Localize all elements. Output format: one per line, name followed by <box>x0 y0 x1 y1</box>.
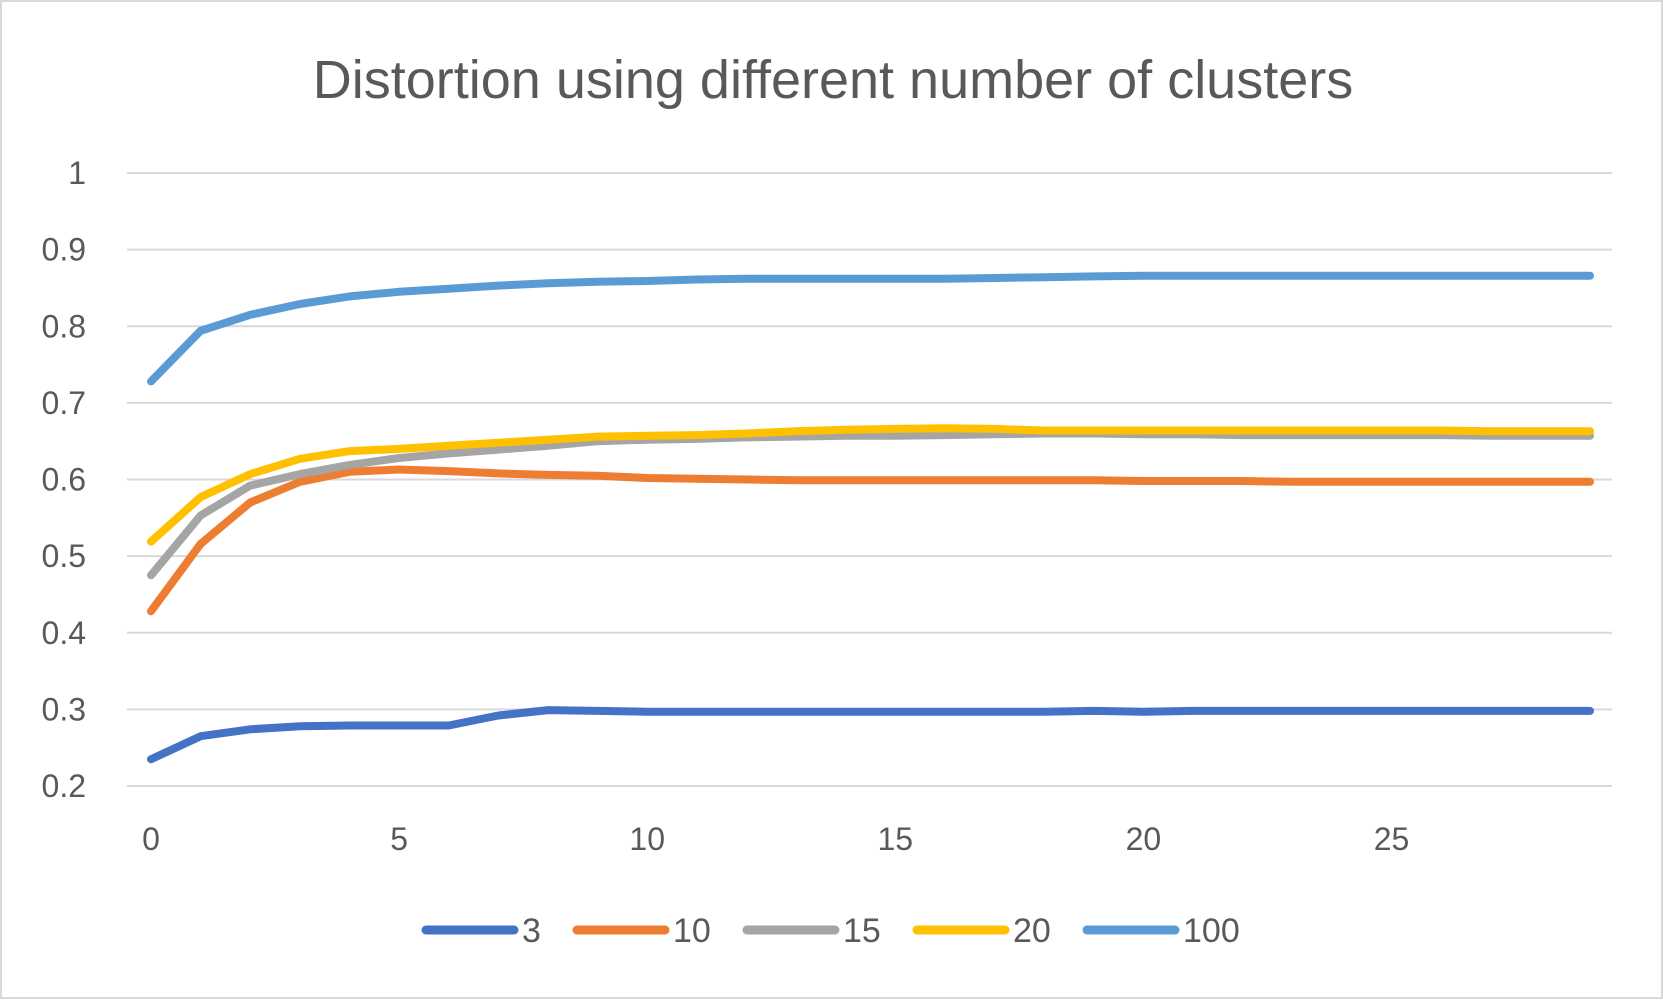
legend-item-20: 20 <box>912 912 1051 950</box>
legend-label: 10 <box>673 912 711 950</box>
y-tick-label: 1 <box>68 155 86 191</box>
series-lines <box>147 271 1594 764</box>
series-line-20 <box>147 424 1594 546</box>
legend: 3 10 15 20 100 <box>421 912 1240 950</box>
legend-item-10: 10 <box>572 912 711 950</box>
y-axis-tick-labels: 0.2 0.3 0.4 0.5 0.6 0.7 0.8 0.9 1 <box>42 155 86 804</box>
y-tick-label: 0.4 <box>42 615 86 651</box>
y-tick-label: 0.2 <box>42 768 86 804</box>
series-line-100 <box>147 271 1594 386</box>
legend-label: 15 <box>843 912 881 950</box>
legend-label: 100 <box>1183 912 1240 950</box>
x-tick-label: 25 <box>1374 821 1410 857</box>
series-line-3 <box>147 706 1594 764</box>
y-tick-label: 0.5 <box>42 538 86 574</box>
series-line-15 <box>147 429 1594 580</box>
legend-item-100: 100 <box>1082 912 1240 950</box>
x-tick-label: 20 <box>1126 821 1162 857</box>
x-tick-label: 0 <box>142 821 160 857</box>
legend-label: 3 <box>522 912 541 950</box>
legend-item-15: 15 <box>742 912 881 950</box>
legend-item-3: 3 <box>421 912 541 950</box>
y-tick-label: 0.3 <box>42 691 86 727</box>
y-tick-label: 0.7 <box>42 385 86 421</box>
y-tick-label: 0.8 <box>42 308 86 344</box>
x-axis-tick-labels: 0 5 10 15 20 25 <box>142 821 1409 857</box>
x-tick-label: 5 <box>390 821 408 857</box>
series-line-10 <box>147 465 1594 616</box>
y-tick-label: 0.9 <box>42 232 86 268</box>
y-tick-label: 0.6 <box>42 462 86 498</box>
x-tick-label: 10 <box>629 821 665 857</box>
legend-label: 20 <box>1013 912 1051 950</box>
chart-title: Distortion using different number of clu… <box>313 50 1354 110</box>
x-tick-label: 15 <box>878 821 914 857</box>
